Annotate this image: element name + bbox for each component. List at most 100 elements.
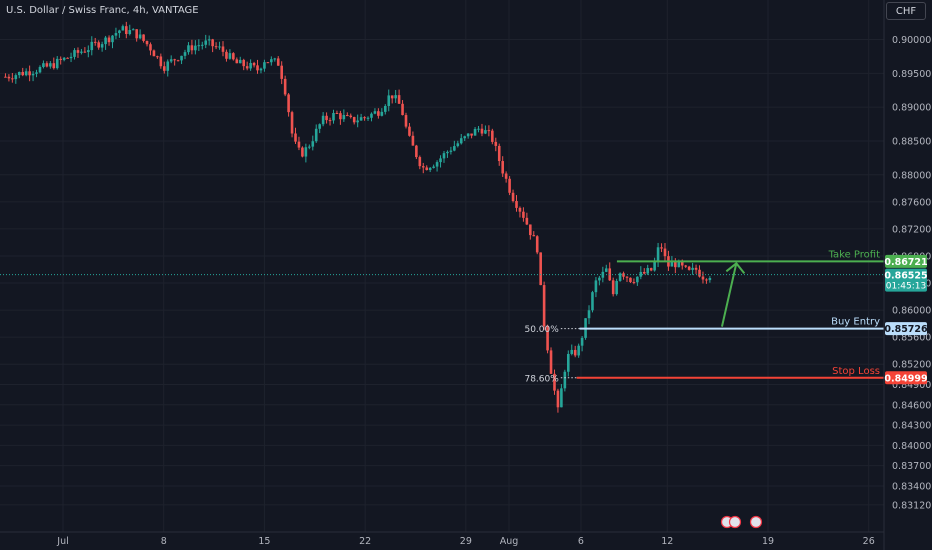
candle xyxy=(24,68,28,77)
candle-body xyxy=(591,292,594,311)
candle-body xyxy=(249,62,252,69)
target-arrow-head xyxy=(725,261,746,274)
candle xyxy=(477,126,480,133)
candle-body xyxy=(428,167,432,171)
candle xyxy=(55,56,59,70)
candle xyxy=(87,45,90,58)
candle-body xyxy=(397,95,401,104)
candle xyxy=(377,108,380,119)
candle xyxy=(73,48,76,60)
candle-body xyxy=(290,112,294,134)
candle-body xyxy=(207,39,211,41)
x-tick-label: 29 xyxy=(460,536,472,547)
candle-body xyxy=(573,349,577,356)
candle xyxy=(442,150,446,163)
candle-body xyxy=(577,345,580,356)
candle xyxy=(38,65,42,74)
candle xyxy=(346,112,349,117)
candle-body xyxy=(691,267,694,270)
candle xyxy=(252,61,256,68)
candle-body xyxy=(439,158,442,163)
candle xyxy=(466,133,470,139)
candle-body xyxy=(283,78,287,95)
candle-body xyxy=(408,126,411,136)
candle-body xyxy=(560,388,563,408)
candle xyxy=(114,27,118,40)
candle xyxy=(529,224,532,240)
price-badge-text: 0.84999 xyxy=(884,373,927,384)
candle-body xyxy=(166,61,170,71)
candle-body xyxy=(314,128,318,142)
countdown-timer: 01:45:13 xyxy=(886,282,926,292)
candle-body xyxy=(636,276,639,283)
candle xyxy=(190,39,194,55)
y-tick-label: 0.85600 xyxy=(892,333,931,344)
candle xyxy=(328,117,332,126)
candle xyxy=(701,271,705,284)
candle-body xyxy=(387,95,391,106)
candle xyxy=(59,56,62,65)
candle-body xyxy=(663,248,667,257)
candle-body xyxy=(646,268,650,274)
candle-body xyxy=(238,59,242,64)
candle xyxy=(162,61,166,74)
candle xyxy=(159,53,163,69)
candle-body xyxy=(383,105,387,112)
candle xyxy=(366,116,370,121)
candle xyxy=(370,112,373,122)
candle-body xyxy=(680,261,684,266)
candle xyxy=(508,176,511,196)
candle-body xyxy=(494,141,498,146)
candle-body xyxy=(625,276,629,278)
candle xyxy=(594,277,598,298)
candle xyxy=(35,69,38,78)
candle xyxy=(580,335,584,352)
candle-body xyxy=(11,78,14,80)
x-tick-label: 6 xyxy=(578,536,584,547)
candle xyxy=(656,242,660,268)
price-badge: 0.85726 xyxy=(884,322,928,336)
candle xyxy=(318,123,321,134)
candle xyxy=(494,137,498,152)
candle xyxy=(138,29,142,40)
candle xyxy=(290,110,294,138)
currency-selector[interactable]: CHF xyxy=(886,2,926,20)
candle xyxy=(4,73,7,78)
candle-body xyxy=(484,130,487,134)
candle xyxy=(698,265,701,278)
candle-body xyxy=(515,201,518,208)
candle-body xyxy=(363,117,366,119)
candle xyxy=(83,47,87,53)
candle xyxy=(156,55,159,59)
candle-body xyxy=(270,59,273,63)
candle xyxy=(283,75,287,97)
candle xyxy=(639,266,643,280)
candle xyxy=(629,277,632,284)
candle xyxy=(563,369,567,392)
candle-body xyxy=(24,71,28,76)
candle xyxy=(636,276,639,286)
trade-level-label: Take Profit xyxy=(828,249,881,260)
candle-body xyxy=(287,94,290,113)
candle-body xyxy=(318,124,321,129)
candle xyxy=(694,264,698,274)
price-badge-bg xyxy=(885,322,927,336)
candle-body xyxy=(546,326,549,351)
candle xyxy=(325,112,328,124)
trade-level-label: Buy Entry xyxy=(831,317,880,328)
candle xyxy=(501,156,504,177)
price-badge-text: 0.86721 xyxy=(884,257,927,268)
candle xyxy=(511,189,515,203)
candle-body xyxy=(38,66,42,73)
x-tick-label: 19 xyxy=(762,536,774,547)
candle xyxy=(428,167,432,173)
candle xyxy=(553,369,556,395)
candle-body xyxy=(273,58,277,60)
y-tick-label: 0.89500 xyxy=(892,69,931,80)
candle-body xyxy=(76,50,80,53)
candle xyxy=(242,58,246,71)
candle xyxy=(207,35,211,46)
y-tick-label: 0.83700 xyxy=(892,461,931,472)
